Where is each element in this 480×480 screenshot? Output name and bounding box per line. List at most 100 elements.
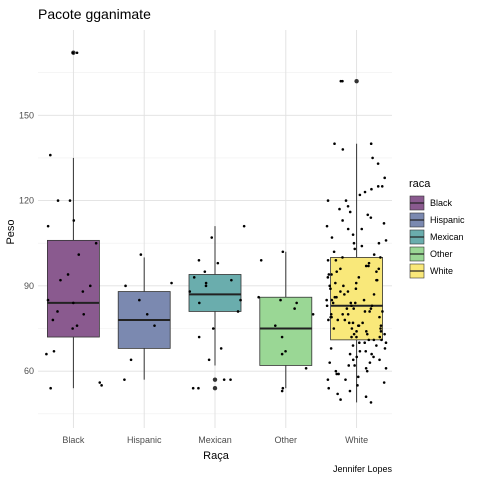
data-point-mexican [204, 284, 208, 288]
legend: raca Black Hispanic Mexican Other White [409, 178, 465, 279]
data-point-white [363, 190, 367, 194]
data-point-white [327, 386, 331, 390]
data-point-white [365, 332, 369, 336]
data-point-white [367, 264, 370, 268]
points-layer [45, 51, 388, 404]
data-point-white [330, 236, 334, 239]
data-point-white [347, 321, 351, 325]
data-point-other [295, 301, 298, 305]
data-point-mexican [204, 281, 208, 285]
data-point-white [356, 375, 360, 379]
data-point-white [351, 344, 355, 347]
data-point-hispanic [129, 358, 133, 362]
data-point-white [375, 344, 378, 347]
data-point-white [326, 258, 330, 262]
data-point-white [328, 284, 332, 288]
y-axis-title: Peso [5, 219, 17, 244]
data-point-white [380, 185, 384, 188]
data-point-white [344, 199, 348, 202]
data-point-white [378, 335, 382, 339]
data-point-black [46, 298, 50, 302]
data-point-white [370, 187, 373, 191]
data-point-mexican [191, 386, 195, 390]
data-point-black [56, 310, 59, 313]
data-point-white [379, 256, 382, 259]
data-point-mexican [211, 327, 215, 330]
box-other [259, 251, 313, 389]
data-point-white [383, 176, 387, 180]
data-point-other [304, 367, 308, 370]
data-point-white [369, 216, 373, 219]
data-point-white [364, 367, 368, 370]
outlier-point [212, 386, 218, 391]
data-point-mexican [192, 276, 196, 279]
legend-item-hispanic: Hispanic [409, 212, 465, 228]
data-point-white [380, 338, 383, 342]
data-point-black [51, 318, 55, 322]
data-point-white [337, 372, 340, 376]
legend-label: Mexican [430, 232, 464, 242]
data-point-white [330, 273, 333, 276]
data-point-white [358, 193, 362, 197]
box-hispanic [117, 257, 171, 380]
data-point-white [341, 256, 344, 259]
data-point-white [384, 239, 388, 242]
data-point-white [345, 307, 349, 310]
data-point-white [326, 378, 330, 381]
legend-item-white: White [409, 263, 453, 279]
data-point-mexican [236, 310, 240, 313]
data-point-white [356, 324, 360, 327]
data-point-white [352, 241, 356, 245]
data-point-mexican [230, 278, 233, 282]
data-point-other [281, 386, 285, 390]
data-point-mexican [210, 236, 214, 239]
data-point-white [333, 142, 336, 146]
data-point-white [330, 298, 334, 302]
data-point-hispanic [145, 312, 149, 316]
data-point-white [363, 341, 367, 345]
data-point-white [343, 318, 347, 322]
data-point-white [360, 244, 364, 248]
data-point-white [369, 142, 373, 146]
data-point-white [353, 364, 356, 367]
data-point-hispanic [170, 281, 173, 285]
data-point-white [372, 253, 376, 256]
data-point-white [351, 233, 355, 236]
data-point-mexican [242, 224, 246, 228]
data-point-white [353, 301, 357, 305]
data-point-mexican [203, 270, 207, 273]
y-axis-ticks: 60 90 120 150 [19, 110, 34, 376]
data-point-white [344, 378, 347, 381]
data-point-black [45, 352, 48, 356]
data-point-white [365, 369, 369, 373]
data-point-hispanic [123, 378, 126, 381]
data-point-white [354, 281, 358, 285]
data-point-black [66, 273, 70, 276]
data-point-white [355, 330, 358, 333]
data-point-black [94, 241, 98, 245]
data-point-white [353, 247, 357, 251]
data-point-other [280, 335, 284, 339]
x-tick-label: Other [275, 435, 298, 445]
legend-label: Hispanic [430, 215, 465, 225]
data-point-white [346, 312, 350, 316]
legend-label: Black [430, 198, 453, 208]
outlier-point [212, 377, 218, 382]
data-point-white [383, 332, 386, 336]
data-point-white [377, 241, 381, 245]
data-point-white [362, 298, 366, 302]
data-point-black [46, 224, 50, 228]
data-point-other [273, 324, 277, 327]
data-point-white [328, 361, 332, 364]
data-point-black [88, 284, 92, 288]
legend-item-other: Other [409, 246, 453, 262]
data-point-white [377, 267, 381, 271]
data-point-white [381, 310, 384, 313]
data-point-white [332, 250, 336, 254]
data-point-white [350, 304, 353, 308]
y-tick-label: 150 [19, 110, 34, 120]
outlier-point [354, 78, 359, 84]
data-point-white [336, 318, 340, 322]
data-point-white [327, 318, 330, 322]
